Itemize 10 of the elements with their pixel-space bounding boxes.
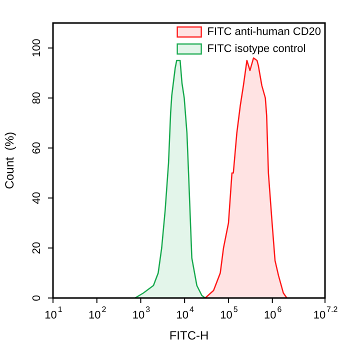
- x-axis-title: FITC-H: [169, 328, 209, 342]
- legend-label: FITC anti-human CD20: [207, 26, 322, 38]
- y-tick-label: 80: [31, 92, 44, 104]
- y-tick-label: 0: [31, 294, 44, 302]
- y-tick-label: 60: [31, 142, 44, 154]
- y-tick-label: 40: [31, 192, 44, 204]
- y-tick-label: 100: [31, 38, 44, 58]
- y-tick-label: 20: [31, 242, 44, 254]
- legend-label: FITC isotype control: [207, 43, 306, 56]
- y-axis-title: Count (%): [2, 132, 16, 190]
